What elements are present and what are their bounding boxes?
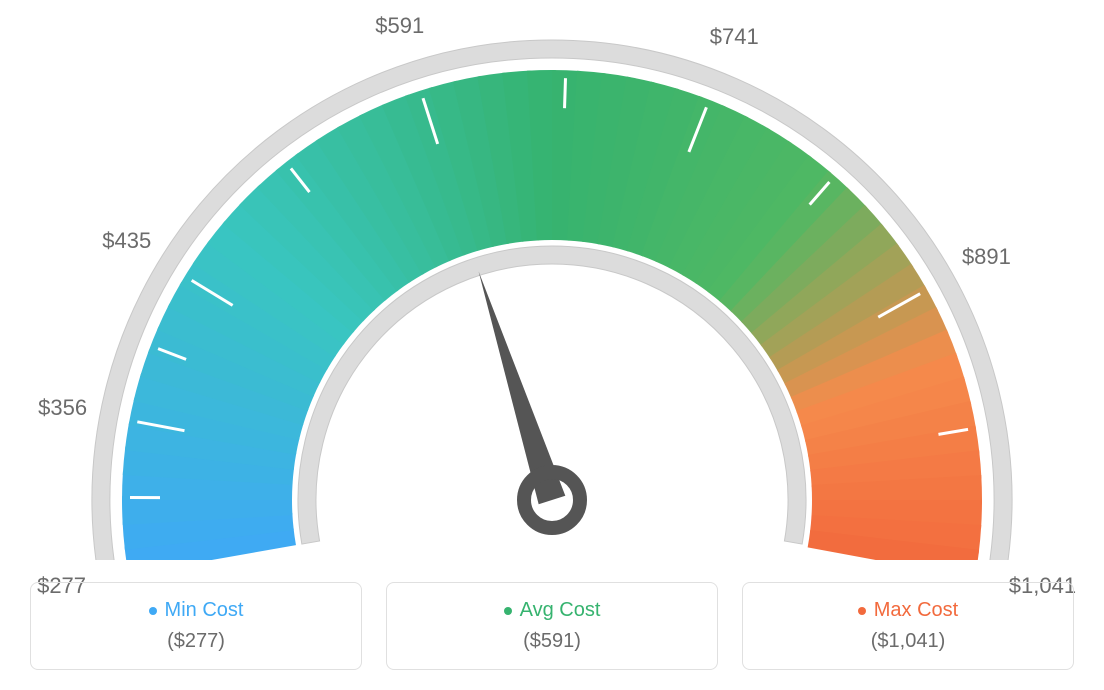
gauge-svg xyxy=(0,0,1104,560)
gauge-tick-label: $891 xyxy=(962,244,1011,270)
legend-avg-dot xyxy=(504,607,512,615)
gauge-container: $277$356$435$591$741$891$1,041 xyxy=(0,0,1104,560)
legend-avg-box: Avg Cost ($591) xyxy=(386,582,718,670)
legend-min-value: ($277) xyxy=(51,630,341,653)
legend-max-box: Max Cost ($1,041) xyxy=(742,582,1074,670)
legend-avg-title: Avg Cost xyxy=(407,599,697,622)
legend-max-dot xyxy=(858,607,866,615)
gauge-tick-label: $435 xyxy=(102,228,151,254)
legend-min-title-text: Min Cost xyxy=(165,599,244,621)
gauge-tick-label: $356 xyxy=(38,395,87,421)
legend-avg-value: ($591) xyxy=(407,630,697,653)
legend-min-title: Min Cost xyxy=(51,599,341,622)
legend-max-title-text: Max Cost xyxy=(874,599,958,621)
gauge-minor-tick xyxy=(565,78,566,108)
legend-max-value: ($1,041) xyxy=(763,630,1053,653)
gauge-tick-label: $741 xyxy=(710,24,759,50)
legend-max-title: Max Cost xyxy=(763,599,1053,622)
legend-min-box: Min Cost ($277) xyxy=(30,582,362,670)
legend-avg-title-text: Avg Cost xyxy=(520,599,601,621)
legend-row: Min Cost ($277) Avg Cost ($591) Max Cost… xyxy=(0,582,1104,670)
gauge-tick-label: $591 xyxy=(375,13,424,39)
legend-min-dot xyxy=(149,607,157,615)
